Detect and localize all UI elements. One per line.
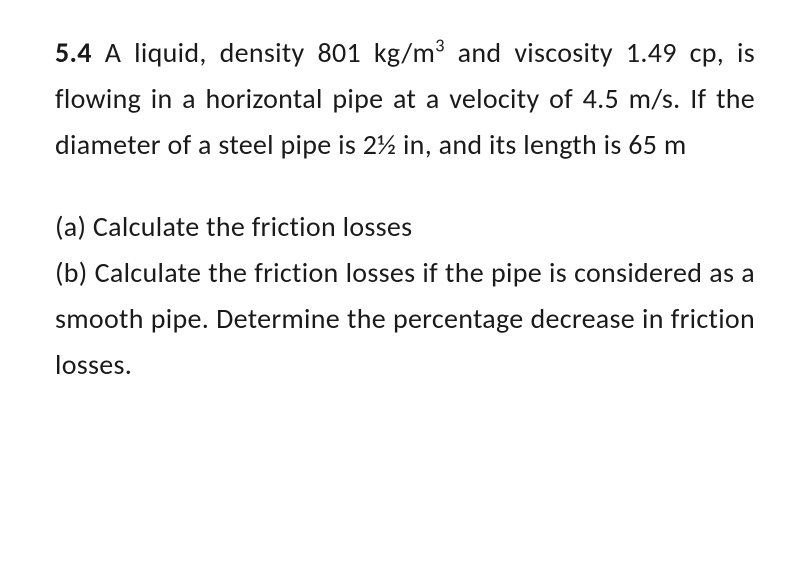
part-a-text: (a) Calculate the friction losses <box>55 204 755 250</box>
problem-text-part1: A liquid, density 801 kg/m <box>92 35 435 70</box>
problem-number: 5.4 <box>55 35 92 70</box>
part-b-text: (b) Calculate the friction losses if the… <box>55 250 755 389</box>
problem-content: 5.4 A liquid, density 801 kg/m3 and visc… <box>55 30 755 388</box>
superscript-3: 3 <box>435 35 445 57</box>
problem-statement: 5.4 A liquid, density 801 kg/m3 and visc… <box>55 30 755 169</box>
problem-parts: (a) Calculate the friction losses (b) Ca… <box>55 204 755 389</box>
